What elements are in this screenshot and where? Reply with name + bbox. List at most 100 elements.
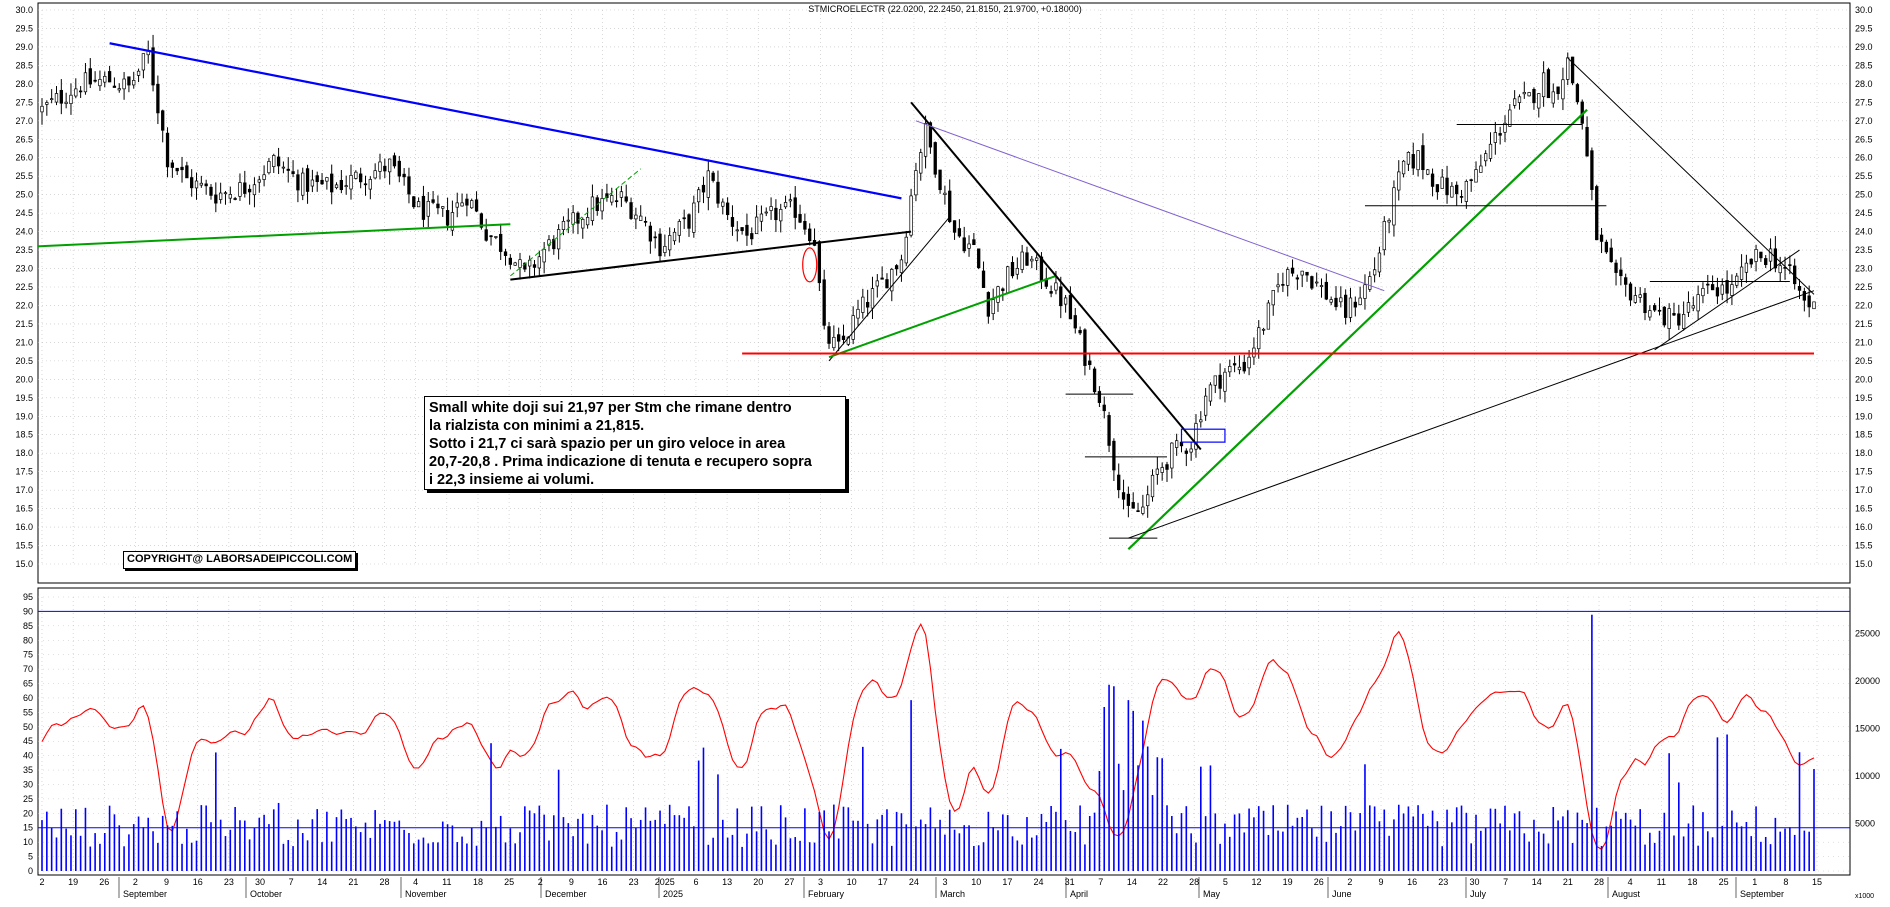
x-day-tick: 23 (629, 877, 639, 887)
candle-body (547, 239, 551, 246)
candle-body (1498, 133, 1502, 136)
candle-body (614, 200, 619, 203)
x-month-label: March (940, 889, 965, 899)
candle-body (986, 292, 991, 317)
candle-body (1797, 286, 1802, 291)
candle-body (1401, 160, 1406, 175)
candle-body (764, 211, 768, 214)
candle-body (1648, 310, 1652, 318)
candle-body (1585, 126, 1589, 157)
x-day-tick: 11 (1657, 877, 1666, 887)
x-day-tick: 8 (1783, 877, 1788, 887)
candle-body (880, 277, 884, 280)
x-day-tick: 25 (504, 877, 514, 887)
rsi-tick: 55 (23, 707, 33, 717)
candle-body (431, 199, 435, 203)
x-day-tick: 28 (1189, 877, 1199, 887)
candle-body (1450, 185, 1454, 198)
candle-body (1469, 179, 1473, 182)
candle-body (1286, 269, 1290, 286)
candle-body (286, 168, 290, 171)
candle-body (74, 88, 78, 97)
candle-body (1223, 371, 1227, 392)
candle-body (865, 301, 870, 308)
x-day-tick: 17 (878, 877, 888, 887)
candle-body (952, 220, 957, 233)
candle-body (576, 212, 580, 224)
candle-body (281, 166, 286, 169)
candle-body (1590, 150, 1594, 190)
candle-body (1329, 299, 1333, 303)
candle-body (291, 171, 295, 175)
price-tick-right: 15.5 (1855, 541, 1873, 551)
candle-body (363, 183, 368, 186)
candle-body (315, 175, 319, 183)
candle-body (750, 233, 754, 240)
price-tick-right: 28.5 (1855, 60, 1873, 70)
candle-body (1073, 315, 1077, 329)
candle-body (421, 195, 426, 220)
candle-body (1628, 283, 1633, 301)
candle-body (745, 224, 749, 236)
candle-body (383, 165, 387, 172)
candle-body (199, 182, 203, 186)
price-tick-left: 17.5 (15, 467, 33, 477)
candle-body (861, 296, 865, 313)
candle-body (1807, 295, 1811, 308)
x-day-tick: 5 (1223, 877, 1228, 887)
x-day-tick: 2 (1347, 877, 1352, 887)
candle-body (339, 179, 344, 191)
x-day-tick: 2 (39, 877, 44, 887)
x-day-tick: 6 (693, 877, 698, 887)
candle-body (885, 279, 889, 289)
x-day-tick: 30 (1469, 877, 1479, 887)
candle-body (407, 176, 411, 195)
price-tick-right: 23.5 (1855, 245, 1873, 255)
candle-body (1575, 84, 1580, 103)
candle-body (349, 175, 353, 190)
candle-body (1392, 187, 1396, 226)
candle-body (672, 231, 677, 242)
x-day-tick: 16 (1407, 877, 1417, 887)
candle-body (629, 202, 633, 219)
candle-body (571, 212, 575, 225)
candle-body (556, 229, 561, 250)
candle-body (1435, 184, 1440, 193)
candle-body (1059, 286, 1063, 307)
candle-body (64, 101, 68, 104)
price-tick-right: 27.5 (1855, 97, 1873, 107)
x-day-tick: 10 (971, 877, 981, 887)
candle-body (1657, 309, 1662, 312)
candle-body (1030, 258, 1034, 262)
candle-body (1295, 277, 1300, 280)
price-tick-right: 17.5 (1855, 467, 1873, 477)
price-tick-left: 16.5 (15, 504, 33, 514)
candle-body (1754, 249, 1758, 262)
x-month-label: September (123, 889, 167, 899)
price-tick-right: 21.0 (1855, 337, 1873, 347)
candle-body (156, 83, 160, 114)
candle-body (243, 182, 247, 194)
candle-body (711, 172, 715, 181)
price-tick-left: 21.0 (15, 337, 33, 347)
candle-body (1208, 384, 1213, 402)
candle-body (257, 179, 261, 183)
x-day-tick: 12 (1251, 877, 1261, 887)
candle-body (1537, 93, 1541, 109)
price-tick-right: 18.0 (1855, 448, 1873, 458)
candle-body (272, 155, 276, 167)
candle-body (1667, 308, 1671, 329)
candle-body (93, 79, 97, 82)
candle-body (1305, 271, 1309, 276)
candle-body (1237, 366, 1242, 371)
price-tick-left: 18.5 (15, 430, 33, 440)
candle-body (436, 203, 440, 209)
candle-body (1228, 365, 1232, 373)
candle-body (373, 170, 377, 179)
price-tick-right: 19.5 (1855, 393, 1873, 403)
candle-body (769, 206, 773, 211)
candle-body (658, 233, 662, 257)
candle-body (233, 198, 237, 200)
trendline-green-dashed (510, 168, 642, 277)
candle-body (1788, 264, 1792, 267)
